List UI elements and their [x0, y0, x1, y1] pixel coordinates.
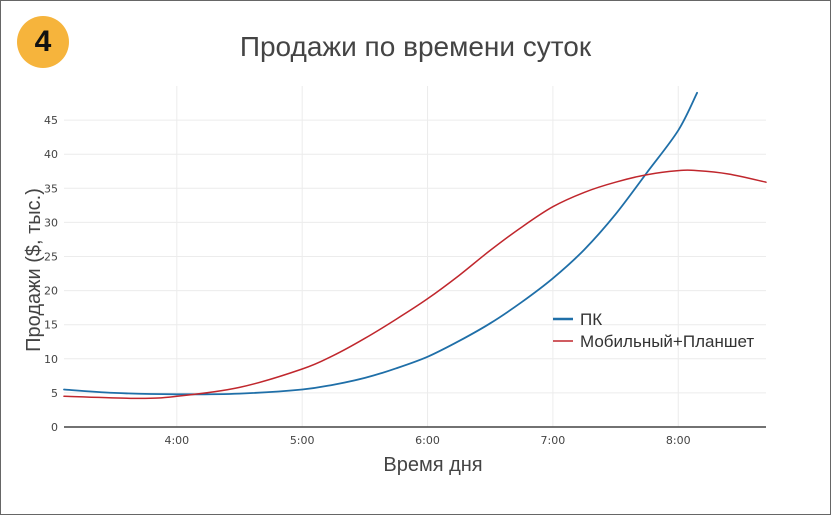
- x-tick-label: 4:00: [164, 434, 189, 447]
- step-number-badge: 4: [17, 16, 69, 68]
- chart-title: Продажи по времени суток: [239, 31, 592, 62]
- series-line-mobile: [63, 169, 767, 400]
- y-tick-label: 40: [44, 148, 58, 161]
- x-tick-label: 7:00: [541, 434, 566, 447]
- y-tick-label: 25: [44, 251, 58, 264]
- series-line-pc: [63, 91, 698, 396]
- legend-label-pc: ПК: [580, 310, 602, 329]
- y-tick-label: 35: [44, 182, 58, 195]
- y-tick-label: 30: [44, 216, 58, 229]
- y-tick-label: 20: [44, 285, 58, 298]
- y-axis-title: Продажи ($, тыс.): [23, 188, 45, 352]
- legend-label-mobile: Мобильный+Планшет: [580, 332, 754, 351]
- x-axis-title: Время дня: [383, 454, 482, 476]
- y-tick-label: 0: [51, 421, 58, 434]
- axis-layer: 0 5 10 15 20 25 30 35 40 45 4:00 5:00 6:00 7:00 8:00: [44, 114, 766, 447]
- y-tick-label: 10: [44, 353, 58, 366]
- x-tick-label: 8:00: [666, 434, 691, 447]
- grid-layer: [64, 86, 766, 427]
- y-tick-label: 15: [44, 319, 58, 332]
- y-tick-label: 5: [51, 387, 58, 400]
- x-tick-label: 5:00: [290, 434, 315, 447]
- x-tick-label: 6:00: [415, 434, 440, 447]
- legend: ПК Мобильный+Планшет: [553, 310, 754, 351]
- series-layer: [63, 91, 767, 400]
- y-tick-label: 45: [44, 114, 58, 127]
